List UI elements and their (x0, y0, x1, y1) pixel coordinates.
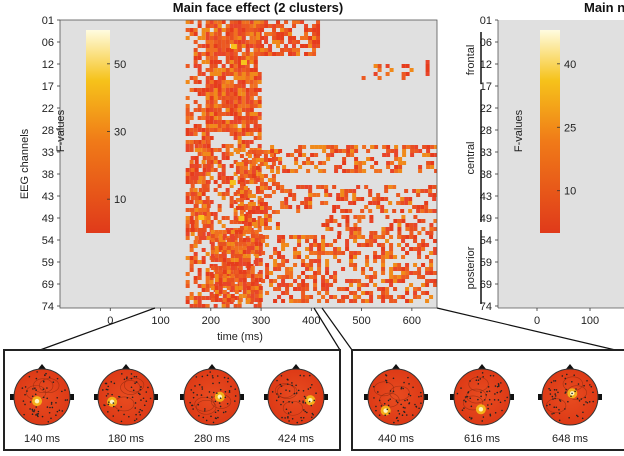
left-x-tick-label: 500 (352, 315, 370, 327)
left-colorbar-label: F-values (55, 109, 67, 152)
left-panel-title: Main face effect (2 clusters) (173, 0, 344, 15)
right-y-tick-label: 22 (480, 103, 492, 115)
colorbar-tick-label: 40 (564, 59, 576, 71)
left-plot-frame (59, 19, 438, 309)
colorbar-tick-label: 10 (564, 186, 576, 198)
right-x-tick-label: 100 (581, 315, 599, 327)
right-colorbar-label: F-values (513, 109, 525, 152)
right-y-tick-label: 49 (480, 213, 492, 225)
left-x-tick-label: 600 (403, 315, 421, 327)
left-y-tick-label: 59 (42, 257, 54, 269)
right-x-axis: 0 100 (534, 308, 599, 327)
right-x-tick-label: 0 (534, 315, 540, 327)
right-colorbar-ticks: 40 25 10 (557, 59, 576, 198)
topomap: 140 ms (10, 364, 74, 445)
topomap: 648 ms (538, 364, 602, 445)
topomap-label: 140 ms (24, 433, 61, 445)
right-y-axis: 01 06 12 17 22 28 33 38 43 49 54 59 69 74 (480, 15, 498, 313)
left-y-tick-label: 28 (42, 125, 54, 137)
colorbar-tick-label: 50 (114, 59, 126, 71)
left-y-tick-label: 06 (42, 37, 54, 49)
right-y-tick-label: 06 (480, 37, 492, 49)
right-y-tick-label: 12 (480, 59, 492, 71)
colorbar-tick-label: 30 (114, 127, 126, 139)
left-y-axis: 01 06 12 17 22 28 33 38 43 49 54 59 69 74 (42, 15, 60, 313)
right-y-tick-label: 01 (480, 15, 492, 27)
topomap-label: 424 ms (278, 433, 315, 445)
topomap: 280 ms (180, 364, 244, 445)
right-y-tick-label: 59 (480, 257, 492, 269)
left-x-tick-label: 0 (107, 315, 113, 327)
left-y-tick-label: 01 (42, 15, 54, 27)
right-y-tick-label: 28 (480, 125, 492, 137)
right-y-tick-label: 17 (480, 81, 492, 93)
topomap-label: 648 ms (552, 433, 589, 445)
left-y-tick-label: 74 (42, 301, 54, 313)
left-x-tick-label: 300 (252, 315, 270, 327)
topomap-label: 440 ms (378, 433, 415, 445)
left-cluster-map (185, 20, 437, 308)
topomap: 424 ms (264, 364, 328, 445)
left-y-tick-label: 12 (42, 59, 54, 71)
topomap: 180 ms (94, 364, 158, 445)
topomaps: 140 ms 180 ms 280 ms 424 ms 440 ms 616 ms 648 … (10, 364, 602, 445)
left-y-tick-label: 22 (42, 103, 54, 115)
zoom-line-1 (39, 307, 156, 351)
right-y-tick-label: 74 (480, 301, 492, 313)
region-label-posterior: posterior (465, 246, 477, 289)
right-y-tick-label: 69 (480, 279, 492, 291)
left-colorbar (86, 30, 110, 233)
topomap-label: 616 ms (464, 433, 501, 445)
left-x-axis-label: time (ms) (217, 331, 263, 343)
left-y-tick-label: 54 (42, 235, 54, 247)
left-y-axis-label: EEG channels (19, 128, 31, 199)
region-label-frontal: frontal (465, 45, 477, 76)
left-y-tick-label: 69 (42, 279, 54, 291)
left-y-tick-label: 49 (42, 213, 54, 225)
left-x-tick-label: 100 (151, 315, 169, 327)
left-y-tick-label: 38 (42, 169, 54, 181)
right-panel-title: Main n (584, 0, 624, 15)
right-y-tick-label: 38 (480, 169, 492, 181)
topomap: 616 ms (450, 364, 514, 445)
left-x-tick-label: 400 (302, 315, 320, 327)
left-y-tick-label: 43 (42, 191, 54, 203)
topomap: 440 ms (364, 364, 428, 445)
right-y-tick-label: 43 (480, 191, 492, 203)
colorbar-tick-label: 10 (114, 194, 126, 206)
region-label-central: central (465, 141, 477, 174)
right-heatmap-background (498, 20, 624, 308)
right-y-tick-label: 54 (480, 235, 492, 247)
right-y-tick-label: 33 (480, 147, 492, 159)
topomap-label: 280 ms (194, 433, 231, 445)
left-x-tick-label: 200 (202, 315, 220, 327)
colorbar-tick-label: 25 (564, 122, 576, 134)
left-y-tick-label: 17 (42, 81, 54, 93)
left-y-tick-label: 33 (42, 147, 54, 159)
zoom-line-2 (313, 307, 341, 351)
left-colorbar-ticks: 50 30 10 (107, 59, 126, 206)
zoom-line-4 (436, 307, 624, 353)
left-x-axis: 0 100 200 300 400 500 600 (107, 308, 421, 327)
right-colorbar (540, 30, 560, 233)
zoom-line-3 (321, 307, 353, 351)
topomap-label: 180 ms (108, 433, 145, 445)
